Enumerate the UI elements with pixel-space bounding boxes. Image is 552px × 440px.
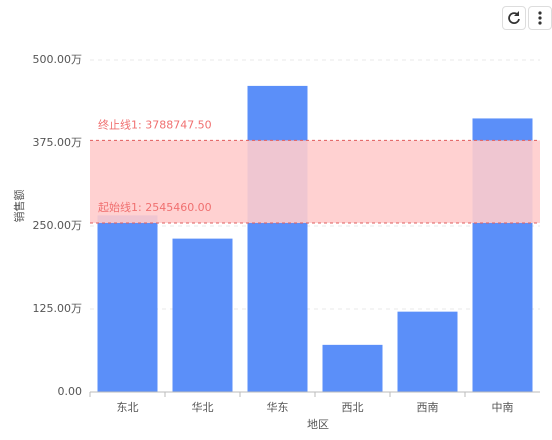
x-tick-label: 华东	[267, 400, 289, 414]
y-tick-label: 250.00万	[33, 219, 83, 232]
x-axis-title: 地区	[307, 418, 329, 431]
more-button[interactable]	[528, 6, 552, 30]
refresh-button[interactable]	[502, 6, 526, 30]
band	[90, 140, 540, 223]
x-tick-label: 西南	[417, 401, 439, 414]
bar	[397, 311, 458, 392]
bar	[97, 215, 158, 392]
y-tick-label: 125.00万	[33, 302, 83, 315]
band-label: 终止线1: 3788747.50	[98, 117, 212, 131]
y-tick-label: 500.00万	[33, 53, 83, 66]
more-icon	[538, 11, 542, 25]
x-tick-label: 中南	[492, 401, 514, 414]
bar	[472, 118, 533, 392]
x-tick-label: 华北	[192, 400, 214, 414]
bar	[322, 344, 383, 392]
refresh-icon	[508, 11, 520, 24]
bar	[247, 85, 308, 392]
bar	[172, 238, 233, 392]
y-tick-label: 375.00万	[33, 136, 83, 149]
x-tick-label: 西北	[342, 401, 364, 414]
x-tick-label: 东北	[117, 401, 139, 414]
y-axis-title: 销售额	[12, 190, 26, 223]
band-label: 起始线1: 2545460.00	[98, 200, 212, 214]
y-tick-label: 0.00	[58, 385, 83, 398]
